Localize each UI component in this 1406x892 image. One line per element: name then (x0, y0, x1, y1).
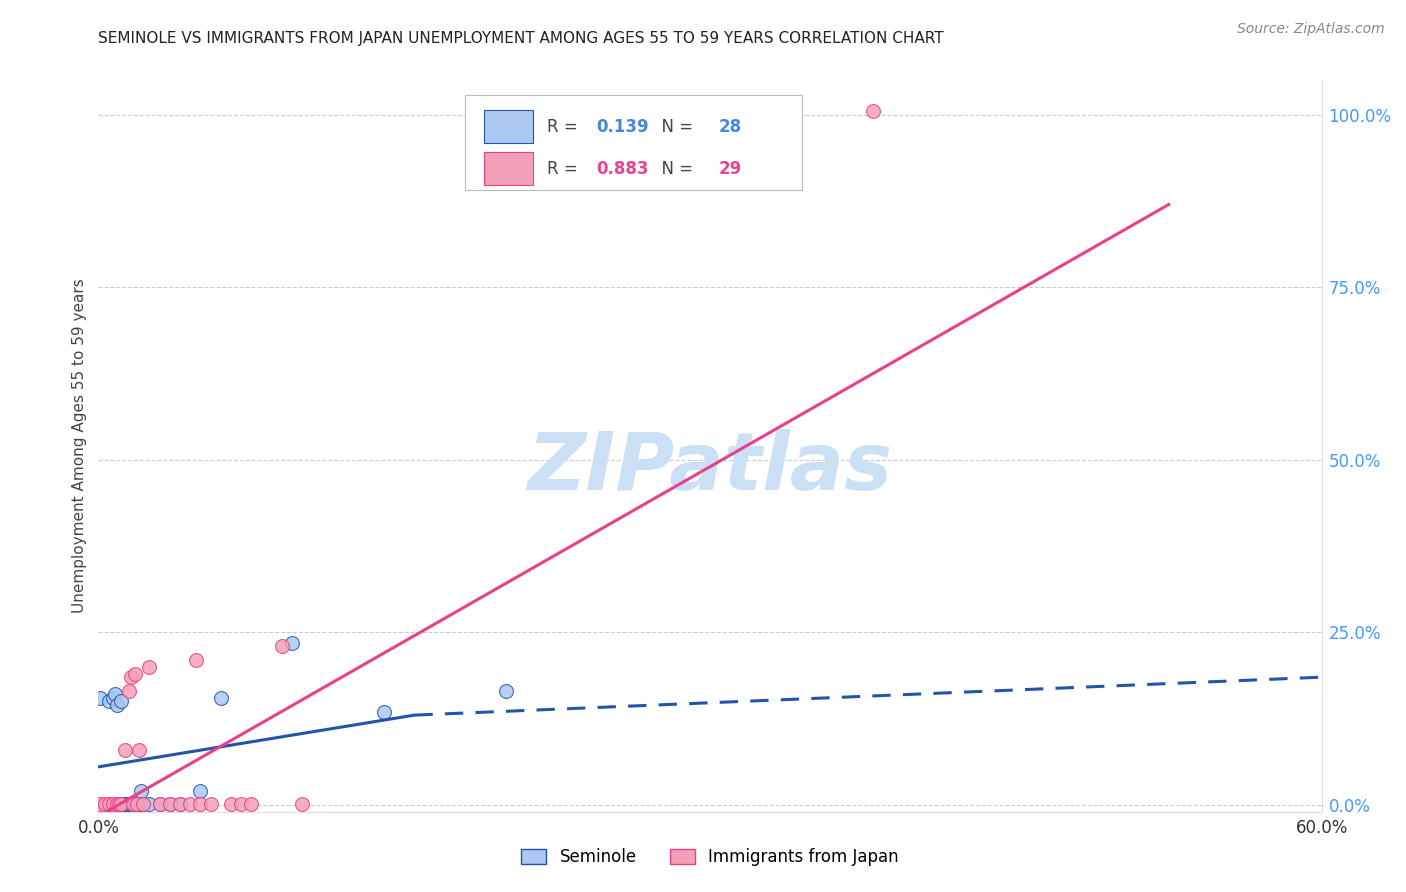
Point (108, 797, 131, 811)
Point (132, 797, 155, 811)
Point (132, 797, 155, 811)
Point (127, 797, 149, 811)
Text: N =: N = (651, 160, 699, 178)
Point (169, 797, 191, 811)
Point (291, 797, 314, 811)
Text: 29: 29 (718, 160, 742, 178)
Point (188, 797, 212, 811)
Text: ZIPatlas: ZIPatlas (527, 429, 893, 507)
Point (104, 687, 127, 701)
Point (159, 797, 181, 811)
Point (97, 797, 120, 811)
Point (495, 684, 517, 698)
Point (149, 797, 172, 811)
Point (108, 797, 131, 811)
Point (169, 797, 191, 811)
Point (108, 797, 131, 811)
Text: 0.883: 0.883 (596, 160, 648, 178)
Point (89, 797, 111, 811)
Point (110, 694, 132, 708)
Point (101, 690, 124, 705)
Point (186, 653, 208, 667)
Point (93, 797, 115, 811)
Point (127, 797, 149, 811)
Y-axis label: Unemployment Among Ages 55 to 59 years: Unemployment Among Ages 55 to 59 years (72, 278, 87, 614)
Point (118, 797, 141, 811)
Point (105, 797, 128, 811)
Point (159, 797, 181, 811)
Point (373, 705, 395, 719)
Point (124, 797, 146, 811)
Point (129, 784, 152, 798)
Point (128, 797, 150, 811)
Point (101, 797, 124, 811)
Point (97, 694, 120, 708)
Text: R =: R = (547, 160, 583, 178)
Point (114, 797, 136, 811)
Point (124, 666, 146, 681)
Point (138, 660, 160, 674)
Text: R =: R = (547, 118, 583, 136)
Point (270, 639, 294, 653)
Point (219, 797, 242, 811)
FancyBboxPatch shape (484, 153, 533, 186)
Point (200, 797, 222, 811)
FancyBboxPatch shape (484, 111, 533, 143)
Point (188, 784, 212, 798)
Point (115, 797, 138, 811)
Point (128, 742, 150, 756)
Point (209, 690, 232, 705)
Point (120, 797, 142, 811)
Point (89, 690, 111, 705)
Point (281, 635, 304, 649)
Legend: Seminole, Immigrants from Japan: Seminole, Immigrants from Japan (515, 841, 905, 873)
Point (122, 797, 145, 811)
Point (110, 797, 132, 811)
Point (105, 698, 128, 712)
Point (862, 104, 884, 119)
FancyBboxPatch shape (465, 95, 801, 190)
Text: 28: 28 (718, 118, 742, 136)
Point (149, 797, 172, 811)
Point (138, 797, 160, 811)
Text: 0.139: 0.139 (596, 118, 650, 136)
Text: N =: N = (651, 118, 699, 136)
Text: Source: ZipAtlas.com: Source: ZipAtlas.com (1237, 22, 1385, 37)
Point (240, 797, 263, 811)
Point (114, 742, 136, 756)
Point (122, 797, 145, 811)
Point (111, 797, 134, 811)
Point (120, 670, 142, 684)
Point (179, 797, 201, 811)
Point (231, 797, 253, 811)
Point (118, 684, 141, 698)
Text: SEMINOLE VS IMMIGRANTS FROM JAPAN UNEMPLOYMENT AMONG AGES 55 TO 59 YEARS CORRELA: SEMINOLE VS IMMIGRANTS FROM JAPAN UNEMPL… (98, 31, 943, 46)
